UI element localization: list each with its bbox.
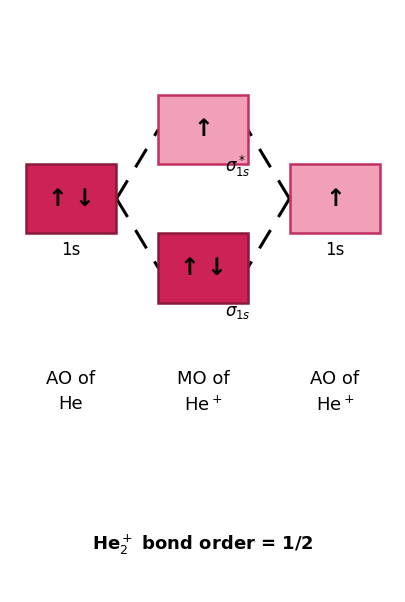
Text: He$_2^+$ bond order = 1/2: He$_2^+$ bond order = 1/2 <box>92 533 313 557</box>
Text: ↑: ↑ <box>193 117 212 141</box>
FancyBboxPatch shape <box>158 95 247 164</box>
Text: 1s: 1s <box>324 241 344 259</box>
Text: AO of
He$^+$: AO of He$^+$ <box>310 370 358 415</box>
Text: AO of
He: AO of He <box>47 370 95 413</box>
Text: ↓: ↓ <box>75 187 94 211</box>
Text: $\sigma^*_{1s}$: $\sigma^*_{1s}$ <box>225 154 250 179</box>
Text: $\sigma_{1s}$: $\sigma_{1s}$ <box>225 303 250 321</box>
FancyBboxPatch shape <box>26 164 115 233</box>
FancyBboxPatch shape <box>290 164 379 233</box>
Text: ↑: ↑ <box>48 187 67 211</box>
Text: MO of
He$^+$: MO of He$^+$ <box>176 370 229 415</box>
FancyBboxPatch shape <box>158 233 247 302</box>
Text: ↑: ↑ <box>324 187 344 211</box>
Text: 1s: 1s <box>61 241 81 259</box>
Text: ↑: ↑ <box>179 256 199 280</box>
Text: ↓: ↓ <box>206 256 226 280</box>
